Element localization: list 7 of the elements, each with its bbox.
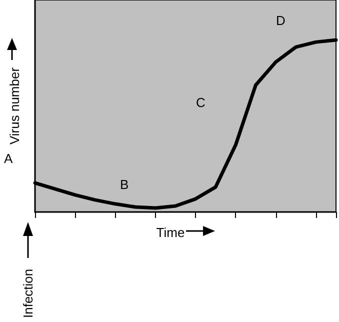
annotation: C: [196, 95, 206, 110]
text: D: [276, 13, 286, 28]
y-axis-title: Virus number: [7, 66, 22, 145]
text: Infection: [20, 268, 36, 318]
annotation: B: [120, 177, 129, 192]
text: A: [4, 151, 13, 166]
x-axis-title: Time: [156, 225, 185, 240]
